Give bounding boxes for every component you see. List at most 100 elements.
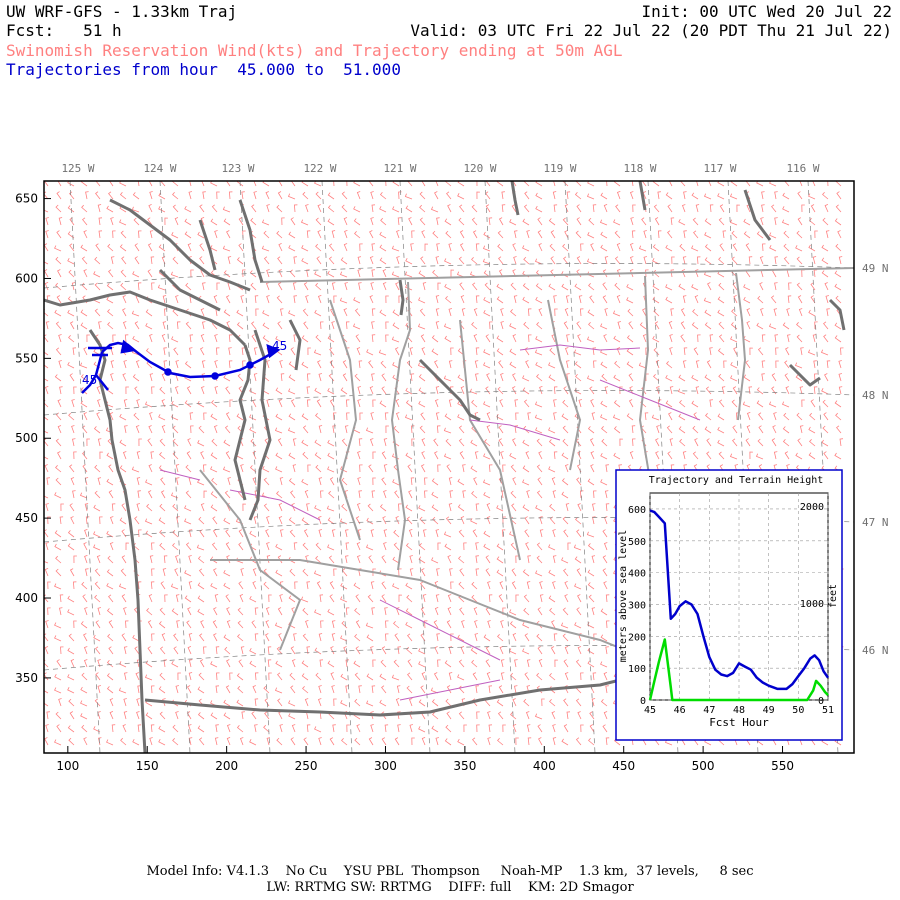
- wind-barb: [577, 451, 582, 460]
- wind-barb: [695, 360, 700, 369]
- wind-barb: [134, 386, 140, 395]
- wind-barb: [443, 453, 452, 460]
- wind-barb: [458, 659, 465, 668]
- wind-barb: [109, 542, 114, 551]
- wind-barb: [44, 209, 49, 213]
- wind-barb: [553, 399, 557, 408]
- wind-barb: [277, 191, 283, 200]
- wind-barb: [405, 608, 413, 616]
- wind-barb: [176, 620, 180, 629]
- wind-barb: [379, 309, 387, 317]
- wind-barb: [448, 360, 453, 369]
- wind-barb: [693, 347, 699, 356]
- y-tick-label: 500: [15, 431, 38, 445]
- wind-barb: [302, 633, 309, 642]
- wind-barb: [758, 425, 764, 434]
- wind-barb: [522, 218, 530, 226]
- wind-barb: [604, 256, 609, 265]
- wind-barb: [392, 479, 400, 486]
- wind-barb: [158, 192, 166, 200]
- wind-barb: [381, 386, 387, 395]
- wind-barb: [301, 413, 309, 421]
- wind-barb: [354, 231, 361, 239]
- wind-barb: [587, 543, 595, 551]
- wind-barb: [58, 217, 63, 226]
- wind-barb: [210, 413, 218, 421]
- wind-barb: [579, 490, 584, 499]
- wind-barb: [834, 335, 842, 343]
- wind-barb: [236, 257, 244, 265]
- wind-barb: [537, 477, 543, 486]
- wind-barb: [838, 386, 843, 395]
- trajectory: [81, 339, 281, 394]
- wind-barb: [356, 724, 361, 733]
- wind-barb: [210, 712, 218, 720]
- wind-barb: [292, 438, 297, 447]
- wind-barb: [471, 399, 478, 408]
- wind-barb: [616, 295, 621, 304]
- wind-barb: [171, 660, 179, 668]
- wind-barb: [80, 181, 88, 187]
- wind-barb: [301, 245, 309, 252]
- wind-barb: [450, 633, 454, 642]
- wind-barb: [755, 453, 764, 460]
- wind-barb: [813, 360, 817, 369]
- wind-barb: [563, 568, 569, 577]
- inset-title: Trajectory and Terrain Height: [649, 475, 824, 486]
- wind-barb: [823, 412, 829, 421]
- wind-barb: [381, 737, 387, 746]
- wind-barb: [548, 544, 556, 551]
- wind-barb: [346, 724, 350, 733]
- x-tick-label: 250: [295, 759, 318, 773]
- wind-barb: [839, 438, 844, 447]
- wind-barb: [652, 283, 660, 291]
- inset-y-tick-label-left: 200: [628, 632, 646, 643]
- wind-barb: [109, 698, 114, 707]
- wind-barb: [486, 503, 491, 512]
- wind-barb: [184, 231, 192, 239]
- wind-barb: [354, 373, 361, 382]
- wind-barb: [538, 308, 543, 317]
- longitude-labels: 125 W 124 W 123 W 122 W 121 W 120 W 119 W 118 W…: [61, 162, 819, 175]
- wind-barb: [539, 594, 544, 603]
- wind-barb: [189, 181, 192, 187]
- wind-barb: [110, 256, 115, 265]
- wind-barb: [277, 282, 283, 291]
- wind-barb: [135, 425, 140, 434]
- wind-barb: [488, 594, 493, 603]
- wind-barb: [679, 399, 686, 408]
- wind-barb: [733, 347, 738, 356]
- inset-y-tick-label-right: 2000: [800, 502, 824, 513]
- wind-barb: [405, 284, 413, 291]
- wind-barb: [365, 622, 374, 629]
- wind-barb: [197, 440, 205, 447]
- wind-barb: [394, 737, 400, 746]
- wind-barb: [629, 451, 634, 460]
- wind-barb: [576, 217, 582, 226]
- wind-barb: [602, 295, 608, 304]
- wind-barb: [834, 322, 842, 330]
- wind-barb: [189, 412, 194, 421]
- wind-barb: [343, 308, 348, 317]
- wind-barb: [249, 530, 257, 538]
- wind-barb: [409, 555, 413, 564]
- wind-barb: [277, 321, 283, 330]
- wind-barb: [242, 360, 246, 369]
- wind-barb: [743, 231, 751, 239]
- wind-barb: [435, 256, 440, 265]
- wind-barb: [44, 378, 49, 382]
- wind-barb: [821, 388, 829, 395]
- wind-barb: [264, 711, 270, 720]
- wind-barb: [448, 503, 453, 512]
- wind-barb: [534, 401, 543, 408]
- wind-barb: [106, 569, 114, 577]
- wind-barb: [106, 296, 114, 304]
- wind-barb: [445, 295, 452, 304]
- wind-barb: [512, 181, 517, 187]
- wind-barb: [255, 308, 259, 317]
- wind-barb: [327, 205, 335, 213]
- wind-barb: [55, 555, 62, 564]
- wind-barb: [366, 634, 374, 642]
- wind-barb: [522, 439, 530, 447]
- wind-barb: [717, 193, 725, 200]
